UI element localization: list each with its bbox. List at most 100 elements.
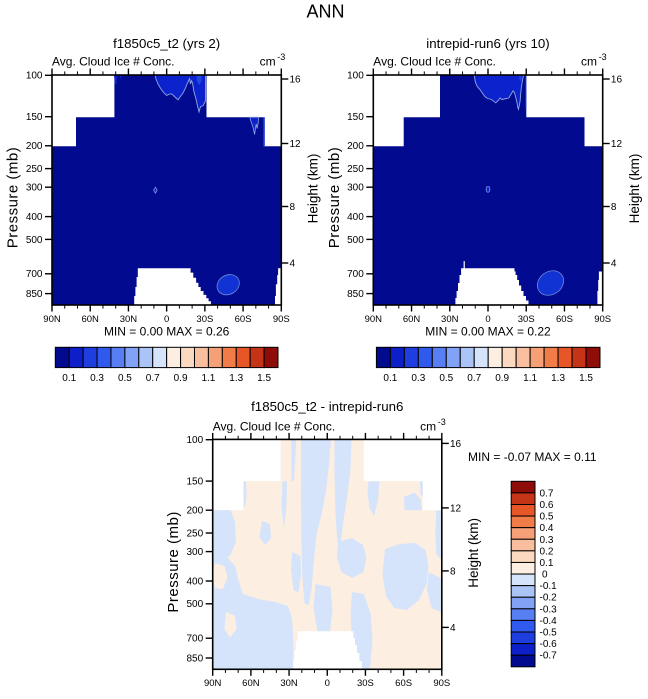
svg-text:0.1: 0.1 xyxy=(540,558,554,569)
svg-text:850: 850 xyxy=(26,289,43,300)
svg-text:-3: -3 xyxy=(599,52,607,62)
svg-text:0.5: 0.5 xyxy=(439,373,453,384)
svg-text:400: 400 xyxy=(26,212,43,223)
svg-text:0.7: 0.7 xyxy=(540,488,554,499)
svg-text:1.3: 1.3 xyxy=(551,373,565,384)
svg-text:0.1: 0.1 xyxy=(383,373,397,384)
svg-text:90N: 90N xyxy=(204,678,222,689)
svg-text:Avg. Cloud Ice # Conc.: Avg. Cloud Ice # Conc. xyxy=(52,54,175,68)
svg-text:60N: 60N xyxy=(403,314,421,325)
svg-text:0.6: 0.6 xyxy=(540,500,554,511)
svg-text:Height (km): Height (km) xyxy=(466,518,481,588)
svg-text:4: 4 xyxy=(450,623,456,634)
svg-text:200: 200 xyxy=(347,141,364,152)
svg-text:150: 150 xyxy=(347,112,364,123)
svg-text:0.9: 0.9 xyxy=(174,373,188,384)
svg-text:300: 300 xyxy=(347,183,364,194)
svg-text:0: 0 xyxy=(485,314,490,325)
svg-text:1.1: 1.1 xyxy=(201,373,215,384)
svg-text:90N: 90N xyxy=(365,314,383,325)
svg-text:-0.5: -0.5 xyxy=(540,628,558,639)
svg-text:0.3: 0.3 xyxy=(540,535,554,546)
svg-text:500: 500 xyxy=(187,599,204,610)
svg-text:300: 300 xyxy=(26,183,43,194)
svg-text:0.1: 0.1 xyxy=(62,373,76,384)
svg-text:16: 16 xyxy=(290,74,302,85)
svg-text:8: 8 xyxy=(450,566,456,577)
svg-text:300: 300 xyxy=(187,547,204,558)
svg-text:500: 500 xyxy=(26,235,43,246)
svg-text:16: 16 xyxy=(450,439,462,450)
svg-text:cm: cm xyxy=(581,54,597,68)
svg-text:250: 250 xyxy=(187,528,204,539)
svg-text:cm: cm xyxy=(260,54,276,68)
svg-text:Pressure (mb): Pressure (mb) xyxy=(326,147,343,249)
svg-text:30N: 30N xyxy=(120,314,138,325)
svg-text:-0.2: -0.2 xyxy=(540,593,558,604)
svg-text:1.3: 1.3 xyxy=(229,373,243,384)
svg-text:100: 100 xyxy=(347,71,364,82)
svg-text:12: 12 xyxy=(611,139,623,150)
svg-text:90S: 90S xyxy=(273,314,290,325)
svg-text:250: 250 xyxy=(347,164,364,175)
svg-text:60N: 60N xyxy=(81,314,99,325)
svg-text:250: 250 xyxy=(26,164,43,175)
svg-text:850: 850 xyxy=(187,653,204,664)
svg-text:MIN = 0.00 MAX = 0.22: MIN = 0.00 MAX = 0.22 xyxy=(425,324,551,338)
svg-text:0: 0 xyxy=(164,314,169,325)
svg-text:Pressure (mb): Pressure (mb) xyxy=(5,147,22,249)
svg-text:700: 700 xyxy=(26,269,43,280)
svg-text:60N: 60N xyxy=(242,678,260,689)
svg-text:Avg. Cloud Ice # Conc.: Avg. Cloud Ice # Conc. xyxy=(373,54,496,68)
svg-text:-0.6: -0.6 xyxy=(540,639,558,650)
svg-text:16: 16 xyxy=(611,74,623,85)
svg-text:60S: 60S xyxy=(395,678,412,689)
svg-text:ANN: ANN xyxy=(306,2,344,22)
svg-text:150: 150 xyxy=(26,112,43,123)
svg-text:0.2: 0.2 xyxy=(540,546,554,557)
svg-text:90S: 90S xyxy=(433,678,450,689)
svg-text:90S: 90S xyxy=(594,314,611,325)
svg-text:700: 700 xyxy=(187,634,204,645)
svg-text:MIN = 0.00 MAX = 0.26: MIN = 0.00 MAX = 0.26 xyxy=(104,324,230,338)
svg-text:30N: 30N xyxy=(280,678,298,689)
svg-text:30S: 30S xyxy=(518,314,535,325)
svg-text:12: 12 xyxy=(450,503,462,514)
svg-text:-3: -3 xyxy=(277,52,285,62)
svg-text:30S: 30S xyxy=(357,678,374,689)
svg-text:1.5: 1.5 xyxy=(257,373,271,384)
svg-text:700: 700 xyxy=(347,269,364,280)
svg-text:150: 150 xyxy=(187,477,204,488)
svg-text:8: 8 xyxy=(611,202,617,213)
svg-text:4: 4 xyxy=(290,258,296,269)
svg-text:MIN = -0.07 MAX = 0.11: MIN = -0.07 MAX = 0.11 xyxy=(468,450,597,464)
svg-text:0.7: 0.7 xyxy=(146,373,160,384)
svg-text:Avg. Cloud Ice # Conc.: Avg. Cloud Ice # Conc. xyxy=(213,419,336,433)
svg-text:12: 12 xyxy=(290,139,302,150)
svg-text:30S: 30S xyxy=(196,314,213,325)
svg-text:30N: 30N xyxy=(441,314,459,325)
svg-text:850: 850 xyxy=(347,289,364,300)
svg-text:f1850c5_t2 (yrs 2): f1850c5_t2 (yrs 2) xyxy=(113,36,220,51)
svg-text:60S: 60S xyxy=(235,314,252,325)
svg-text:0.3: 0.3 xyxy=(90,373,104,384)
svg-text:400: 400 xyxy=(187,576,204,587)
svg-text:-0.1: -0.1 xyxy=(540,581,558,592)
svg-text:0.5: 0.5 xyxy=(540,512,554,523)
svg-text:500: 500 xyxy=(347,235,364,246)
svg-text:0.5: 0.5 xyxy=(118,373,132,384)
svg-text:0: 0 xyxy=(325,678,330,689)
svg-text:200: 200 xyxy=(26,141,43,152)
svg-text:200: 200 xyxy=(187,506,204,517)
svg-text:intrepid-run6 (yrs 10): intrepid-run6 (yrs 10) xyxy=(426,36,549,51)
svg-text:-0.4: -0.4 xyxy=(540,616,558,627)
svg-text:90N: 90N xyxy=(43,314,61,325)
svg-text:8: 8 xyxy=(290,202,296,213)
svg-text:-0.3: -0.3 xyxy=(540,604,558,615)
svg-text:Height (km): Height (km) xyxy=(627,154,642,224)
svg-text:400: 400 xyxy=(347,212,364,223)
svg-text:0.9: 0.9 xyxy=(495,373,509,384)
svg-text:0.3: 0.3 xyxy=(411,373,425,384)
svg-text:Pressure (mb): Pressure (mb) xyxy=(165,511,182,613)
svg-text:4: 4 xyxy=(611,258,617,269)
